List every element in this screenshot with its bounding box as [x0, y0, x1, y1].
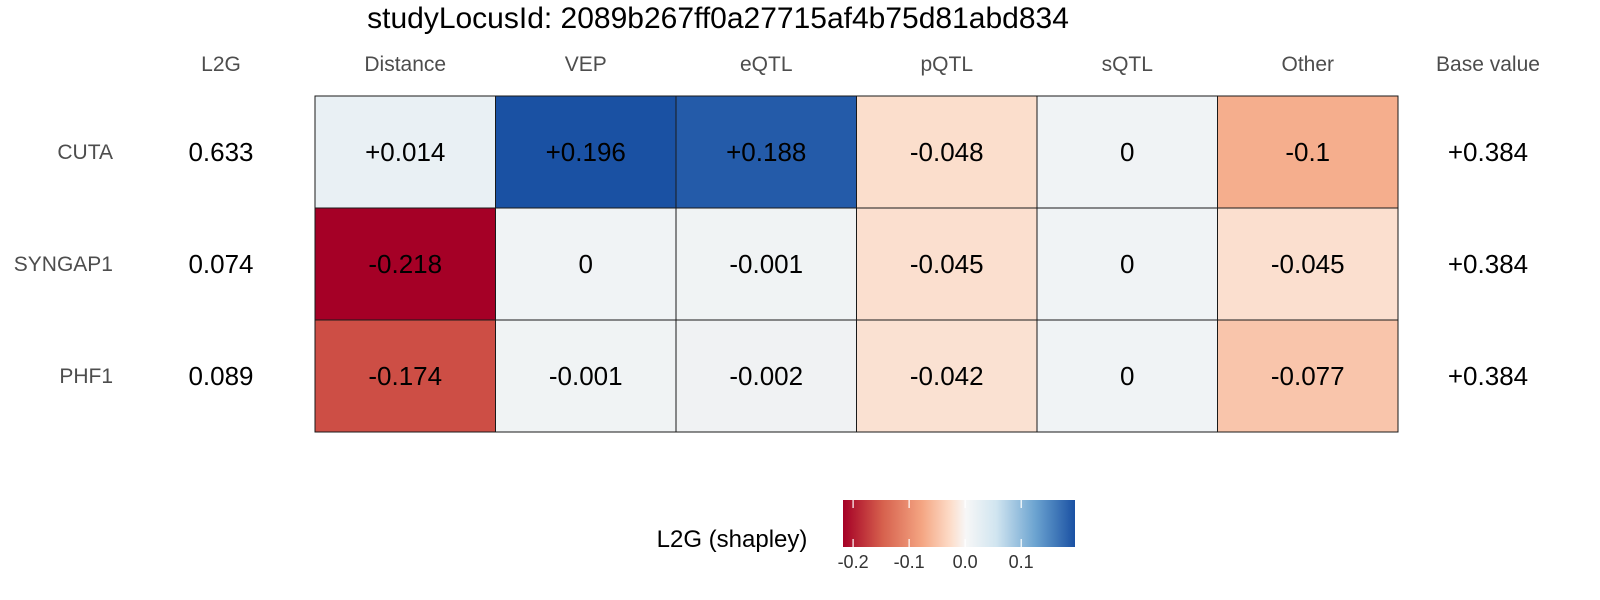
- cell-label: -0.218: [368, 249, 442, 279]
- cell-label: -0.1: [1285, 137, 1330, 167]
- col-header-vep: VEP: [565, 53, 607, 76]
- base-value: +0.384: [1448, 361, 1528, 391]
- row-label-cuta: CUTA: [57, 141, 113, 164]
- base-value: +0.384: [1448, 137, 1528, 167]
- cell-label: -0.077: [1271, 361, 1345, 391]
- cell-label: 0: [1120, 137, 1134, 167]
- heatmap-cell: [1217, 95, 1399, 209]
- legend-colorbar: [843, 500, 1075, 547]
- heatmap-cell: [856, 319, 1038, 433]
- heatmap-cell: [1217, 319, 1399, 433]
- heatmap-cell: [495, 319, 677, 433]
- cell-label: 0: [1120, 249, 1134, 279]
- column-headers: Distance VEP eQTL pQTL sQTL Other: [364, 53, 1334, 76]
- legend-title: L2G (shapley): [657, 526, 808, 553]
- cell-label: -0.002: [729, 361, 803, 391]
- legend: L2G (shapley) -0.2 -0.1 0.0 0.1: [657, 500, 1075, 572]
- legend-tick-label: -0.2: [838, 552, 869, 572]
- heatmap-cell: [495, 95, 677, 209]
- row-labels: CUTA 0.633 +0.384 SYNGAP1 0.074 +0.384 PHF1 0.0…: [14, 137, 1528, 391]
- legend-ticks: -0.2 -0.1 0.0 0.1: [838, 500, 1034, 572]
- col-header-l2g: L2G: [201, 53, 241, 76]
- base-value: +0.384: [1448, 249, 1528, 279]
- row-label-syngap1: SYNGAP1: [14, 253, 113, 276]
- legend-tick-label: 0.1: [1009, 552, 1034, 572]
- heatmap-cell: [675, 319, 857, 433]
- cell-label: -0.042: [910, 361, 984, 391]
- cell-label: +0.188: [726, 137, 806, 167]
- heatmap-cell: [314, 95, 496, 209]
- row-label-phf1: PHF1: [59, 365, 113, 388]
- cell-label: -0.174: [368, 361, 442, 391]
- cell-label: -0.045: [1271, 249, 1345, 279]
- heatmap-cell: [675, 95, 857, 209]
- l2g-value: 0.089: [188, 361, 253, 391]
- cell-label: 0: [579, 249, 593, 279]
- col-header-base-value: Base value: [1436, 53, 1540, 76]
- heatmap-cell: [495, 207, 677, 321]
- l2g-value: 0.074: [188, 249, 253, 279]
- cell-label: -0.001: [729, 249, 803, 279]
- chart-title: studyLocusId: 2089b267ff0a27715af4b75d81…: [367, 2, 1069, 35]
- heatmap-cell: [1036, 319, 1218, 433]
- cell-label: -0.045: [910, 249, 984, 279]
- cell-label: +0.196: [546, 137, 626, 167]
- cell-label: -0.001: [549, 361, 623, 391]
- col-header-distance: Distance: [364, 53, 446, 76]
- heatmap-cell: [856, 207, 1038, 321]
- cell-label: -0.048: [910, 137, 984, 167]
- legend-tick-label: -0.1: [894, 552, 925, 572]
- legend-tick-label: 0.0: [953, 552, 978, 572]
- col-header-pqtl: pQTL: [920, 53, 973, 76]
- heatmap-cell: [856, 95, 1038, 209]
- col-header-other: Other: [1281, 53, 1334, 76]
- heatmap-cell: [1217, 207, 1399, 321]
- heatmap-cells: +0.014 +0.196 +0.188 -0.048 0 -0.1 -0.218 0 -0.0…: [314, 95, 1399, 433]
- cell-label: +0.014: [365, 137, 445, 167]
- col-header-eqtl: eQTL: [740, 53, 793, 76]
- col-header-sqtl: sQTL: [1102, 53, 1153, 76]
- heatmap-cell: [1036, 95, 1218, 209]
- heatmap-cell: [314, 319, 496, 433]
- l2g-value: 0.633: [188, 137, 253, 167]
- cell-label: 0: [1120, 361, 1134, 391]
